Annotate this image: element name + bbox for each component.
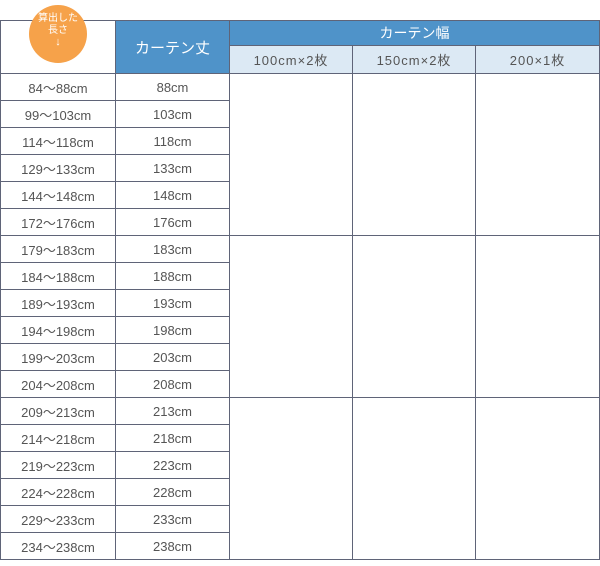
curtain-length-header: カーテン丈 [115, 20, 230, 74]
calculated-length-header: 算出した 長さ ↓ [0, 5, 116, 74]
arrow-down-icon: ↓ [55, 36, 61, 48]
range-cell: 194～198cm [0, 316, 116, 344]
range-cell: 129～133cm [0, 154, 116, 182]
range-cell: 184～188cm [0, 262, 116, 290]
length-cell: 203cm [115, 343, 230, 371]
range-cell: 204～208cm [0, 370, 116, 398]
table-row: 229～233cm 233cm [0, 505, 600, 533]
table-row: 204～208cm 208cm [0, 370, 600, 398]
range-cell: 144～148cm [0, 181, 116, 209]
length-cell: 183cm [115, 235, 230, 263]
width-cell [474, 397, 600, 560]
table-row: 184～188cm 188cm [0, 262, 600, 290]
length-cell: 223cm [115, 451, 230, 479]
length-cell: 218cm [115, 424, 230, 452]
length-cell: 193cm [115, 289, 230, 317]
width-cell [229, 235, 353, 398]
range-cell: 189～193cm [0, 289, 116, 317]
range-cell: 229～233cm [0, 505, 116, 533]
table-row: 144～148cm 148cm [0, 181, 600, 209]
range-cell: 179～183cm [0, 235, 116, 263]
length-cell: 198cm [115, 316, 230, 344]
badge-text: 長さ [48, 25, 68, 36]
length-cell: 233cm [115, 505, 230, 533]
calculated-length-badge: 算出した 長さ ↓ [29, 5, 87, 63]
range-cell: 214～218cm [0, 424, 116, 452]
table-row: 172～176cm 176cm [0, 208, 600, 236]
range-cell: 219～223cm [0, 451, 116, 479]
table-row: 234～238cm 238cm [0, 532, 600, 560]
length-cell: 228cm [115, 478, 230, 506]
range-cell: 209～213cm [0, 397, 116, 425]
table-row: 214～218cm 218cm [0, 424, 600, 452]
width-cell [474, 73, 600, 236]
length-cell: 213cm [115, 397, 230, 425]
width-cell [352, 397, 476, 560]
width-cell [229, 397, 353, 560]
range-cell: 199～203cm [0, 343, 116, 371]
table-row: 224～228cm 228cm [0, 478, 600, 506]
length-cell: 176cm [115, 208, 230, 236]
range-cell: 84～88cm [0, 73, 116, 101]
range-cell: 234～238cm [0, 532, 116, 560]
width-col-header: 100cm×2枚 [229, 45, 353, 74]
table-row: 84～88cm 88cm [0, 73, 600, 236]
curtain-size-table: 算出した 長さ ↓ カーテン丈 カーテン幅 100cm×2枚 150cm×2枚 … [0, 5, 600, 560]
range-cell: 224～228cm [0, 478, 116, 506]
length-cell: 148cm [115, 181, 230, 209]
length-cell: 133cm [115, 154, 230, 182]
width-col-header: 150cm×2枚 [352, 45, 476, 74]
range-cell: 99～103cm [0, 100, 116, 128]
table-row: 129～133cm 133cm [0, 154, 600, 182]
curtain-width-header: カーテン幅 [228, 19, 600, 47]
badge-text: 算出した [38, 13, 78, 24]
table-row: 199～203cm 203cm [0, 343, 600, 371]
length-cell: 88cm [115, 73, 230, 101]
table-row: 209～213cm 213cm [0, 397, 600, 560]
length-cell: 103cm [115, 100, 230, 128]
range-cell: 114～118cm [0, 127, 116, 155]
length-cell: 188cm [115, 262, 230, 290]
width-cell [474, 235, 600, 398]
table-row: 219～223cm 223cm [0, 451, 600, 479]
width-col-header: 200×1枚 [474, 45, 600, 74]
table-row: 114～118cm 118cm [0, 127, 600, 155]
length-cell: 118cm [115, 127, 230, 155]
length-cell: 208cm [115, 370, 230, 398]
table-row: 99～103cm 103cm [0, 100, 600, 128]
table-row: 194～198cm 198cm [0, 316, 600, 344]
range-cell: 172～176cm [0, 208, 116, 236]
length-cell: 238cm [115, 532, 230, 560]
width-cell [229, 73, 353, 236]
table-row: 179～183cm 183cm [0, 235, 600, 398]
width-cell [352, 235, 476, 398]
table-row: 189～193cm 193cm [0, 289, 600, 317]
width-cell [352, 73, 476, 236]
